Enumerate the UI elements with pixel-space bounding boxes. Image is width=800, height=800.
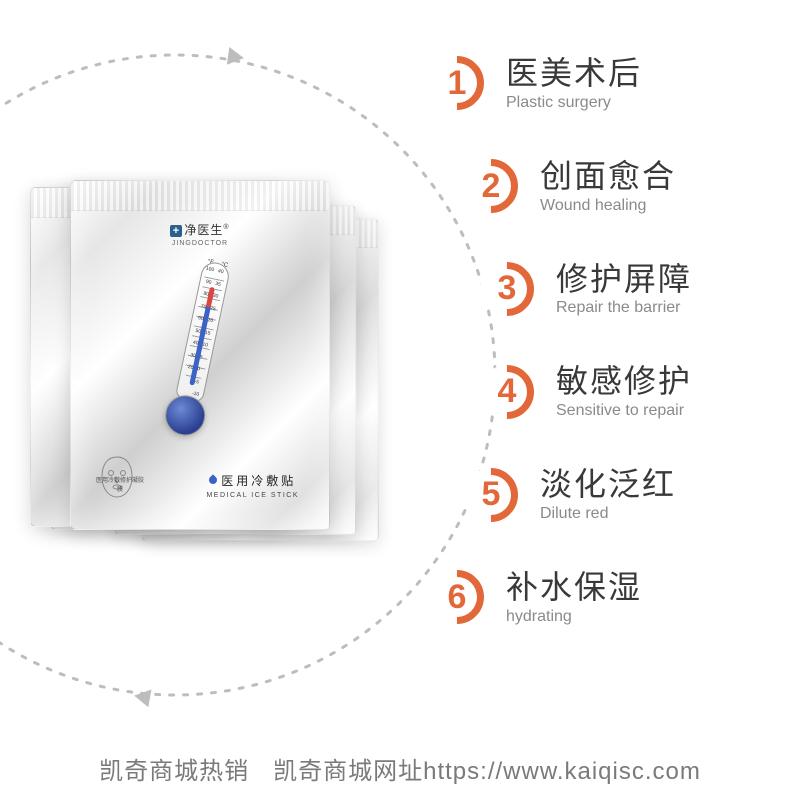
benefit-cn: 医美术后 xyxy=(506,55,642,92)
benefit-item: 5 淡化泛红 Dilute red xyxy=(464,466,770,523)
benefit-text: 淡化泛红 Dilute red xyxy=(540,466,676,523)
footer-right: 凯奇商城网址https://www.kaiqisc.com xyxy=(273,758,701,785)
benefits-list: 1 医美术后 Plastic surgery 2 创面愈合 Wound healing 3修… xyxy=(430,55,770,672)
brand-plus-icon: + xyxy=(170,225,182,237)
product-title: 医用冷敷贴 MEDICAL ICE STICK xyxy=(206,472,299,499)
benefit-en: Wound healing xyxy=(540,197,676,215)
benefit-en: hydrating xyxy=(506,608,642,626)
benefit-text: 补水保湿 hydrating xyxy=(506,569,642,626)
product-stack: +净医生® JINGDOCTOR °F °C 10090807060504030… xyxy=(30,155,390,575)
benefit-item: 3 修护屏障Repair the barrier xyxy=(480,261,770,318)
benefit-cn: 修护屏障 xyxy=(556,261,692,298)
product-brand: +净医生® JINGDOCTOR xyxy=(71,221,329,247)
benefit-en: Plastic surgery xyxy=(506,94,642,112)
benefit-cn: 创面愈合 xyxy=(540,158,676,195)
benefit-cn: 补水保湿 xyxy=(506,569,642,606)
infographic-canvas: +净医生® JINGDOCTOR °F °C 10090807060504030… xyxy=(0,0,800,800)
arrow-top xyxy=(227,47,245,67)
sachet-front: +净医生® JINGDOCTOR °F °C 10090807060504030… xyxy=(70,180,330,530)
benefit-item: 2 创面愈合 Wound healing xyxy=(464,158,770,215)
benefit-number: 4 xyxy=(480,365,534,419)
benefit-text: 敏感修护 Sensitive to repair xyxy=(556,363,692,420)
benefit-en: Repair the barrier xyxy=(556,299,692,317)
thermometer-icon: °F °C 1009080706050403020 40353025201510… xyxy=(153,257,247,436)
benefit-number: 5 xyxy=(464,468,518,522)
benefit-cn: 淡化泛红 xyxy=(540,466,676,503)
drop-icon xyxy=(208,474,219,485)
benefit-text: 修护屏障Repair the barrier xyxy=(556,261,692,318)
product-title-en: MEDICAL ICE STICK xyxy=(206,492,299,499)
benefit-number: 3 xyxy=(480,262,534,316)
benefit-text: 医美术后 Plastic surgery xyxy=(506,55,642,112)
sachet-seal xyxy=(71,181,329,211)
benefit-en: Sensitive to repair xyxy=(556,402,692,420)
benefit-en: Dilute red xyxy=(540,505,676,523)
arrow-bottom xyxy=(133,687,152,708)
product-subtext: 医用冷敷修护凝胶膜 xyxy=(95,475,145,493)
benefit-number: 1 xyxy=(430,56,484,110)
product-title-cn: 医用冷敷贴 xyxy=(221,474,296,488)
footer-text: 凯奇商城热销凯奇商城网址https://www.kaiqisc.com xyxy=(0,751,800,786)
brand-cn: 净医生 xyxy=(184,223,223,237)
benefit-item: 6 补水保湿 hydrating xyxy=(430,569,770,626)
benefit-number: 6 xyxy=(430,570,484,624)
footer-left: 凯奇商城热销 xyxy=(99,758,249,785)
benefit-text: 创面愈合 Wound healing xyxy=(540,158,676,215)
benefit-item: 4 敏感修护 Sensitive to repair xyxy=(480,363,770,420)
benefit-cn: 敏感修护 xyxy=(556,363,692,400)
brand-en: JINGDOCTOR xyxy=(71,240,329,247)
benefit-item: 1 医美术后 Plastic surgery xyxy=(430,55,770,112)
benefit-number: 2 xyxy=(464,159,518,213)
